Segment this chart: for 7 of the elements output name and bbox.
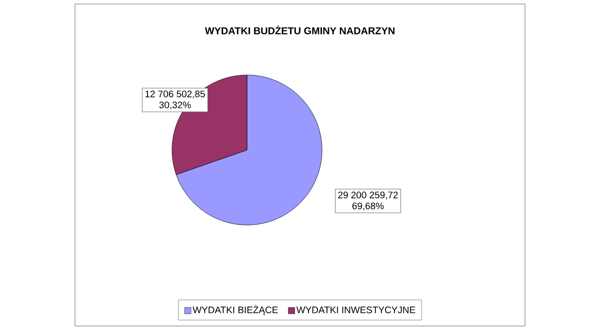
text: 69,68% <box>352 202 384 210</box>
legend-label: WYDATKI INWESTYCYJNE <box>296 306 416 314</box>
legend-label: WYDATKI BIEŻĄCE <box>192 304 278 316</box>
data-label: 29 200 259,72 <box>338 192 398 200</box>
chart-title: WYDATKI BUDŻETU GMINY NADARZYN <box>204 26 394 34</box>
text: 30,32% <box>159 102 191 110</box>
data-label: 12 706 502,85 <box>145 90 205 98</box>
